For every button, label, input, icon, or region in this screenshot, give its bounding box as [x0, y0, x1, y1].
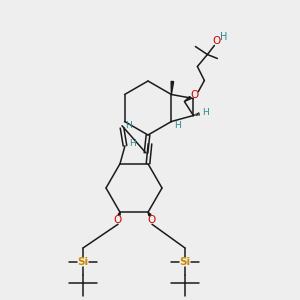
Polygon shape	[148, 212, 151, 216]
Text: O: O	[190, 89, 199, 100]
Text: H: H	[174, 121, 181, 130]
Text: H: H	[220, 32, 227, 43]
Polygon shape	[171, 81, 174, 94]
Polygon shape	[184, 97, 191, 101]
Text: O: O	[212, 35, 220, 46]
Text: H: H	[129, 139, 135, 148]
Text: Si: Si	[77, 257, 88, 267]
Text: H: H	[126, 121, 132, 130]
Text: O: O	[148, 215, 156, 225]
Text: O: O	[114, 215, 122, 225]
Text: Si: Si	[179, 257, 191, 267]
Text: H: H	[202, 108, 209, 117]
